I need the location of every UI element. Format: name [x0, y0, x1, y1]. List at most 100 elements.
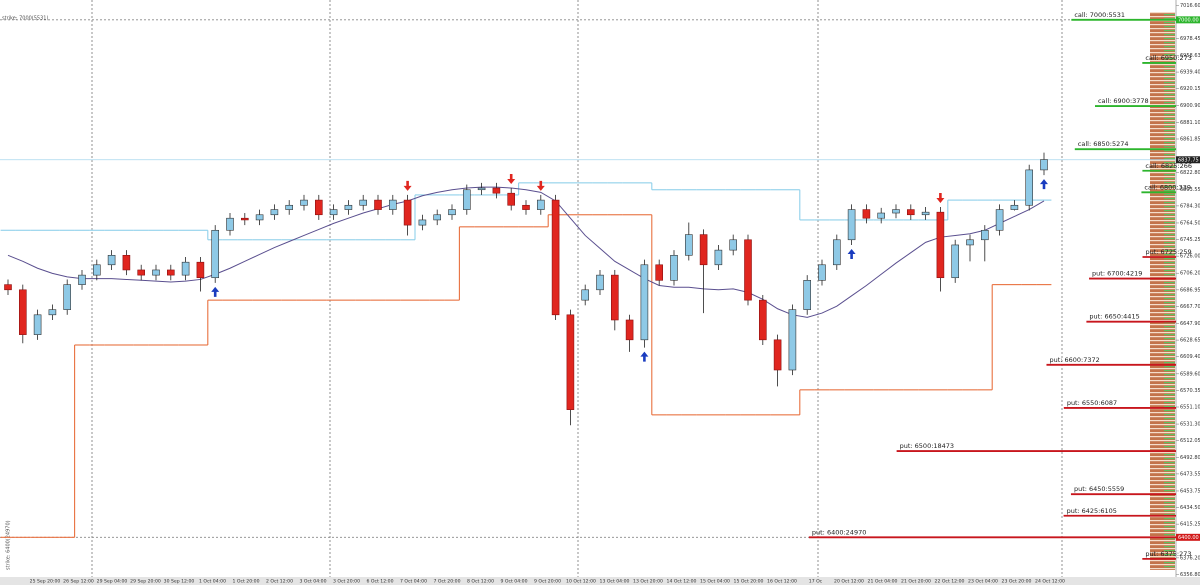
y-tick-label: 6881.10: [1180, 120, 1200, 126]
candle-body: [329, 209, 338, 216]
oi-label: put: 6375:273: [1145, 550, 1191, 558]
x-tick-label: 13 Oct 20:00: [633, 579, 663, 585]
sell-arrow: [403, 180, 412, 191]
candle-body: [596, 274, 604, 291]
plot-area: [0, 0, 1176, 577]
oi-label: put: 6600:7372: [1049, 356, 1099, 364]
sell-arrow: [507, 174, 516, 185]
y-tick-label: 6376.20: [1180, 555, 1200, 561]
x-tick-label: 2 Oct 12:00: [266, 579, 293, 585]
candle-body: [670, 254, 678, 281]
x-tick-label: 29 Sep 20:00: [130, 579, 161, 585]
x-tick-label: 1 Oct 20:00: [232, 579, 259, 585]
x-tick-label: 15 Oct 04:00: [700, 579, 730, 585]
y-tick-label: 6726.00: [1180, 254, 1200, 260]
sell-arrow: [536, 180, 545, 191]
oi-label: put: 6450:5559: [1074, 485, 1124, 493]
price-marker-label: 6837.75: [1178, 157, 1199, 163]
level-column: [1150, 12, 1175, 570]
candle-body: [181, 261, 190, 276]
candle-body: [625, 319, 634, 341]
x-tick-label: 29 Sep 04:00: [97, 579, 128, 585]
y-tick-label: 6628.65: [1180, 338, 1200, 344]
candle-body: [699, 234, 708, 266]
candle-body: [18, 289, 27, 335]
candle-body: [63, 284, 72, 310]
x-tick-label: 30 Sep 12:00: [164, 579, 195, 585]
candle-body: [684, 234, 693, 256]
note: strike: 6400(24970): [6, 520, 12, 570]
candle-body: [536, 199, 545, 210]
candle-body: [581, 289, 590, 301]
y-tick-label: 6570.35: [1180, 388, 1200, 394]
y-tick-label: 6803.55: [1180, 187, 1200, 193]
y-tick-label: 6861.85: [1180, 136, 1200, 142]
y-tick-label: 6434.50: [1180, 505, 1200, 511]
x-tick-label: 1 Oct 04:00: [199, 579, 226, 585]
x-tick-label: 10 Oct 12:00: [566, 579, 596, 585]
x-tick-label: 9 Oct 20:00: [534, 579, 561, 585]
candle-body: [462, 189, 471, 210]
candle-body: [507, 192, 516, 206]
candle-body: [388, 199, 397, 210]
candle-body: [48, 309, 57, 316]
y-tick-label: 6745.25: [1180, 237, 1200, 243]
candle-body: [285, 204, 294, 210]
x-tick-label: 17 Oc: [809, 579, 823, 585]
y-tick-label: 6453.75: [1180, 488, 1200, 494]
candle-body: [847, 209, 856, 241]
candle-body: [877, 212, 886, 219]
x-tick-label: 7 Oct 20:00: [433, 579, 460, 585]
y-tick-label: 6647.90: [1180, 321, 1200, 327]
y-tick-label: 6920.15: [1180, 86, 1200, 92]
oi-label: call: 6900:3778: [1098, 97, 1149, 105]
candle-body: [433, 214, 442, 221]
candle-body: [980, 229, 989, 241]
candle-body: [995, 209, 1004, 231]
candle-body: [951, 244, 960, 279]
note: strike: 7000(5531): [2, 16, 48, 22]
candle-body: [729, 239, 738, 251]
oi-label: call: 6850:5274: [1078, 140, 1129, 148]
moving-average: [7, 186, 1045, 318]
y-tick-label: 6822.80: [1180, 170, 1200, 176]
candle-body: [122, 254, 131, 271]
y-tick-label: 6492.80: [1180, 455, 1200, 461]
y-tick-label: 7016.60: [1180, 3, 1200, 9]
price-marker-label: 7000.00: [1178, 17, 1199, 23]
x-tick-label: 13 Oct 04:00: [600, 579, 630, 585]
oi-label: put: 6425:6105: [1067, 507, 1117, 515]
y-tick-label: 6978.45: [1180, 36, 1200, 42]
buy-arrow: [847, 248, 856, 259]
x-tick-label: 24 Oct 12:00: [1035, 579, 1065, 585]
candle-body: [477, 187, 486, 191]
candle-body: [448, 209, 456, 216]
candle-body: [241, 217, 249, 221]
x-tick-label: 16 Oct 12:00: [767, 579, 797, 585]
candle-body: [773, 339, 782, 371]
candle-body: [758, 299, 767, 341]
candle-body: [4, 284, 12, 291]
x-tick-label: 6 Oct 12:00: [366, 579, 393, 585]
x-tick-label: 23 Oct 20:00: [1002, 579, 1032, 585]
candle-body: [137, 269, 145, 276]
oi-label: put: 6500:18473: [900, 442, 954, 450]
x-tick-label: 21 Oct 20:00: [901, 579, 931, 585]
candle-body: [522, 204, 530, 210]
y-tick-label: 6706.20: [1180, 271, 1200, 277]
candle-body: [78, 274, 86, 285]
y-tick-label: 6764.50: [1180, 220, 1200, 226]
price-marker: [1176, 533, 1200, 541]
candle-body: [936, 211, 945, 279]
x-tick-label: 9 Oct 04:00: [500, 579, 527, 585]
candle-body: [892, 209, 900, 214]
candle-body: [655, 264, 664, 281]
oi-label: put: 6725:259: [1146, 248, 1192, 256]
candle-body: [610, 274, 619, 321]
x-tick-label: 7 Oct 04:00: [400, 579, 427, 585]
y-tick-label: 6784.30: [1180, 203, 1200, 209]
candle-body: [921, 211, 930, 216]
y-tick-label: 6686.95: [1180, 287, 1200, 293]
oi-label: call: 6800:339: [1144, 183, 1191, 191]
x-axis-band: [0, 577, 1200, 585]
